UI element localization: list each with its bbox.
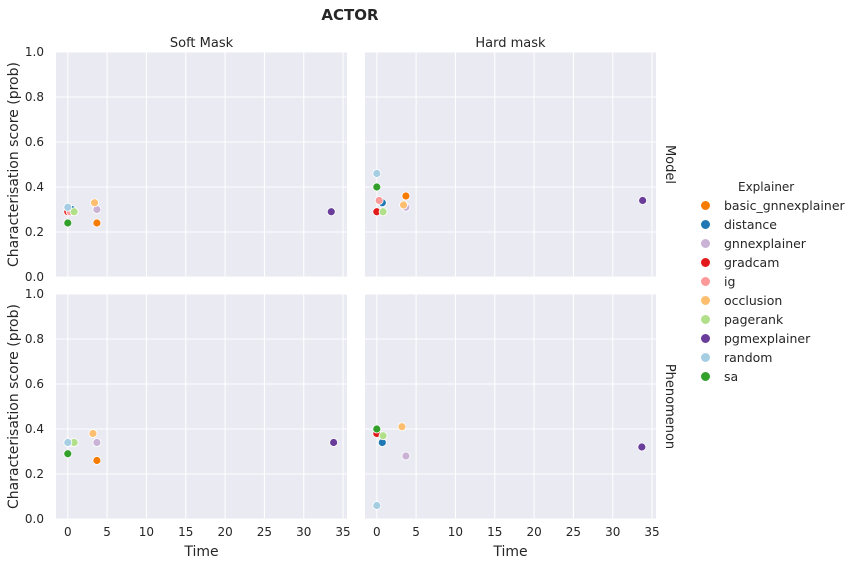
legend-label: random bbox=[724, 350, 773, 365]
data-point-basic-gnnexplainer bbox=[92, 218, 102, 228]
data-point-pagerank bbox=[69, 207, 79, 217]
x-axis-label: Time bbox=[492, 544, 527, 560]
y-tick-label: 0.2 bbox=[25, 467, 44, 481]
y-tick-label: 0.8 bbox=[25, 332, 44, 346]
data-point-occlusion bbox=[399, 200, 408, 210]
y-tick-label: 0.6 bbox=[25, 377, 44, 391]
legend-label: gnnexplainer bbox=[724, 236, 806, 251]
legend-item: pagerank bbox=[696, 310, 846, 329]
data-point-gnnexplainer bbox=[92, 438, 102, 447]
x-tick-label: 30 bbox=[605, 525, 620, 539]
legend-label: occlusion bbox=[724, 293, 783, 308]
legend-item: gradcam bbox=[696, 253, 846, 272]
data-point-ig bbox=[374, 196, 384, 205]
legend-item: gnnexplainer bbox=[696, 234, 846, 253]
data-point-sa bbox=[63, 449, 73, 459]
row-title: Model bbox=[662, 145, 677, 184]
row-title: Phenomenon bbox=[662, 364, 677, 449]
x-tick-label: 5 bbox=[103, 525, 111, 539]
y-axis-label: Characterisation score (prob) bbox=[6, 62, 22, 267]
data-point-gnnexplainer bbox=[401, 451, 411, 461]
x-tick-label: 10 bbox=[139, 525, 154, 539]
legend: Explainer basic_gnnexplainer distance gnne… bbox=[696, 178, 846, 386]
legend-marker bbox=[700, 352, 711, 363]
x-tick-label: 35 bbox=[335, 525, 350, 539]
data-point-sa bbox=[372, 182, 382, 192]
data-point-random bbox=[63, 438, 73, 447]
y-tick-label: 0.6 bbox=[25, 135, 44, 149]
x-tick-label: 15 bbox=[178, 525, 193, 539]
legend-label: ig bbox=[724, 274, 736, 289]
data-point-pgmexplainer bbox=[638, 196, 648, 205]
panel-background bbox=[56, 294, 347, 519]
legend-marker bbox=[700, 333, 711, 344]
legend-label: distance bbox=[724, 217, 777, 232]
legend-label: pgmexplainer bbox=[724, 331, 811, 346]
legend-marker bbox=[700, 276, 711, 287]
data-point-pgmexplainer bbox=[329, 438, 339, 447]
legend-item: distance bbox=[696, 215, 846, 234]
legend-label: gradcam bbox=[724, 255, 780, 270]
x-tick-label: 35 bbox=[644, 525, 659, 539]
x-tick-label: 10 bbox=[448, 525, 463, 539]
y-tick-label: 1.0 bbox=[25, 287, 44, 301]
legend-item: random bbox=[696, 348, 846, 367]
x-tick-label: 30 bbox=[296, 525, 311, 539]
y-tick-label: 1.0 bbox=[25, 45, 44, 59]
column-title: Soft Mask bbox=[170, 36, 234, 51]
y-tick-label: 0.4 bbox=[25, 180, 44, 194]
column-title: Hard mask bbox=[475, 36, 546, 51]
panel-background bbox=[365, 294, 656, 519]
x-tick-label: 5 bbox=[412, 525, 420, 539]
x-tick-label: 0 bbox=[64, 525, 72, 539]
legend-title: Explainer bbox=[738, 180, 795, 194]
legend-marker bbox=[700, 200, 711, 211]
panel-background bbox=[56, 52, 347, 277]
data-point-random bbox=[63, 202, 73, 212]
data-point-pagerank bbox=[378, 431, 388, 441]
y-tick-label: 0.0 bbox=[25, 512, 44, 526]
data-point-random bbox=[372, 501, 382, 510]
data-point-sa bbox=[372, 424, 382, 434]
legend-label: sa bbox=[724, 369, 739, 384]
y-axis-label: Characterisation score (prob) bbox=[6, 304, 22, 509]
legend-marker bbox=[700, 295, 711, 306]
y-tick-label: 0.2 bbox=[25, 225, 44, 239]
legend-marker bbox=[700, 257, 711, 268]
legend-marker bbox=[700, 371, 711, 382]
data-point-pgmexplainer bbox=[326, 207, 336, 217]
y-tick-label: 0.8 bbox=[25, 90, 44, 104]
legend-marker bbox=[700, 238, 711, 249]
data-point-occlusion bbox=[90, 198, 99, 208]
x-tick-label: 25 bbox=[257, 525, 272, 539]
x-axis-label: Time bbox=[183, 544, 218, 560]
data-point-pgmexplainer bbox=[637, 442, 647, 452]
data-point-basic-gnnexplainer bbox=[401, 191, 411, 201]
data-point-pagerank bbox=[378, 207, 388, 217]
legend-label: basic_gnnexplainer bbox=[724, 198, 845, 213]
figure-title: ACTOR bbox=[321, 6, 379, 24]
legend-marker bbox=[700, 219, 711, 230]
y-tick-label: 0.0 bbox=[25, 270, 44, 284]
data-point-sa bbox=[63, 218, 73, 228]
x-tick-label: 0 bbox=[373, 525, 381, 539]
x-tick-label: 20 bbox=[526, 525, 541, 539]
panel-background bbox=[365, 52, 656, 277]
legend-item: sa bbox=[696, 367, 846, 386]
legend-item: occlusion bbox=[696, 291, 846, 310]
legend-marker bbox=[700, 314, 711, 325]
data-point-random bbox=[372, 169, 382, 178]
legend-item: basic_gnnexplainer bbox=[696, 196, 846, 215]
x-tick-label: 15 bbox=[487, 525, 502, 539]
y-tick-label: 0.4 bbox=[25, 422, 44, 436]
data-point-occlusion bbox=[397, 422, 407, 432]
data-point-basic-gnnexplainer bbox=[92, 456, 102, 465]
x-tick-label: 20 bbox=[217, 525, 232, 539]
legend-item: pgmexplainer bbox=[696, 329, 846, 348]
x-tick-label: 25 bbox=[566, 525, 581, 539]
legend-label: pagerank bbox=[724, 312, 784, 327]
data-point-occlusion bbox=[88, 429, 98, 438]
legend-item: ig bbox=[696, 272, 846, 291]
